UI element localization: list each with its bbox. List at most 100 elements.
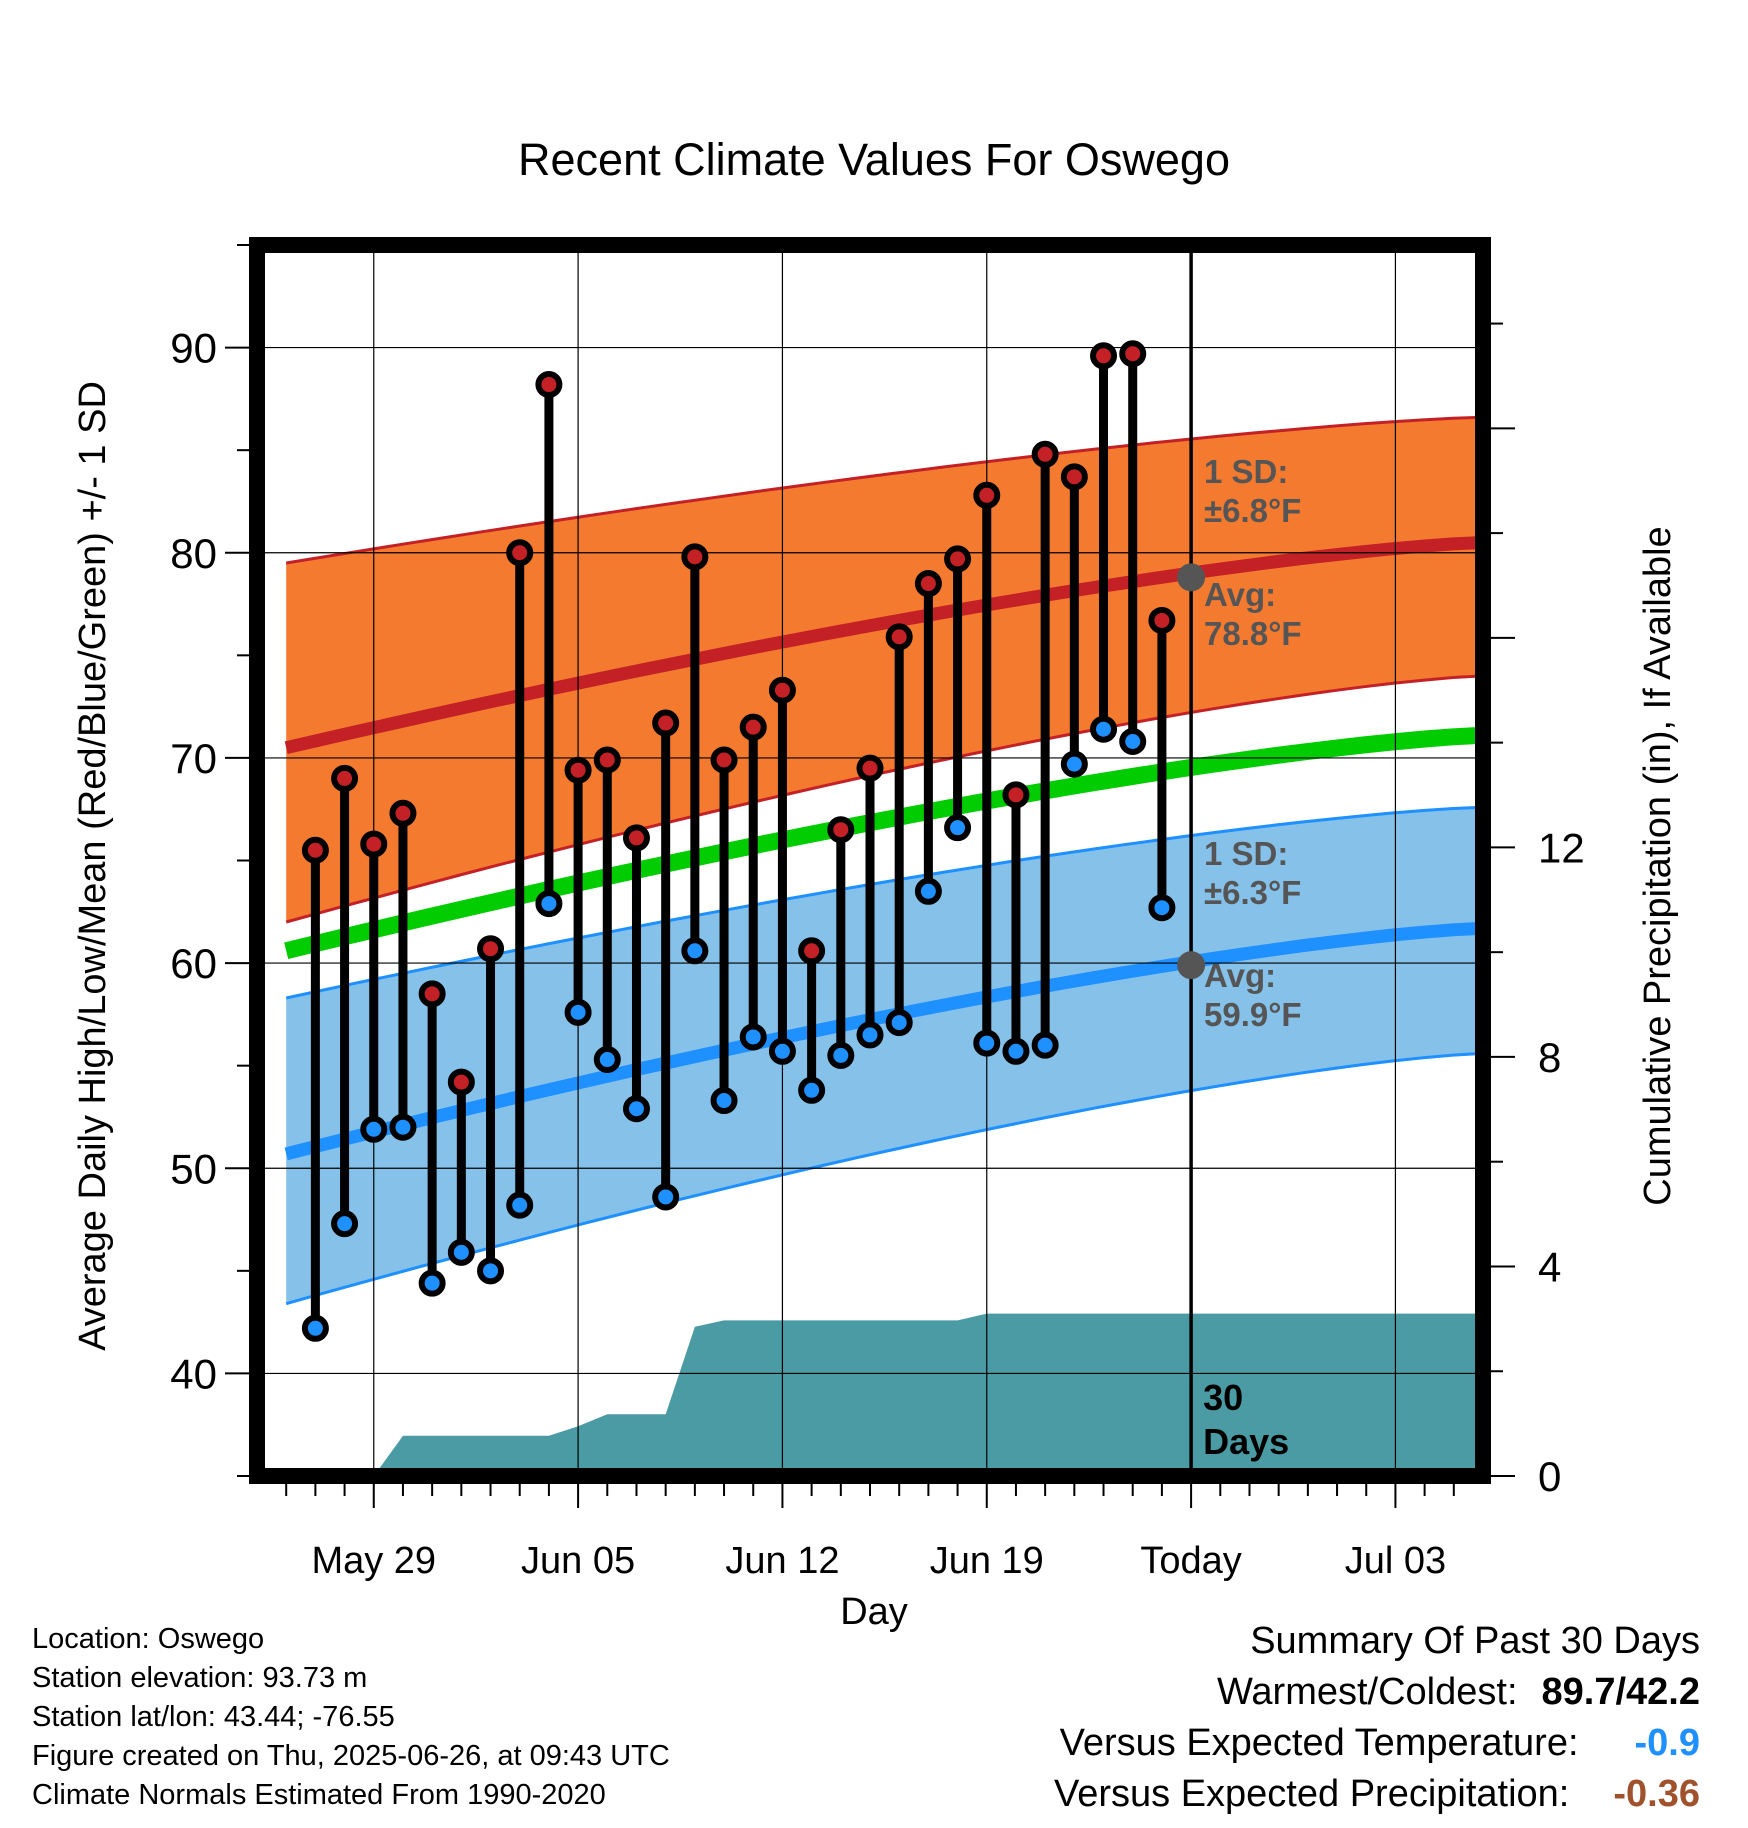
daily-low-point (622, 1095, 650, 1123)
precip-label: Versus Expected Precipitation: (1053, 1773, 1570, 1815)
high-sd-band (286, 417, 1483, 922)
daily-low-point (914, 877, 942, 905)
daily-high-point (739, 713, 767, 741)
y-tick-label: 40 (170, 1350, 217, 1397)
daily-high-point (652, 709, 680, 737)
daily-high-point (1060, 463, 1088, 491)
y2-tick-label: 0 (1538, 1453, 1561, 1500)
daily-low-point (856, 1021, 884, 1049)
daily-low-point (331, 1210, 359, 1238)
y-tick-label: 50 (170, 1145, 217, 1192)
daily-low-point (301, 1314, 329, 1342)
high-sd-annotation: 1 SD: ±6.8°F (1204, 453, 1301, 529)
daily-high-point (944, 545, 972, 573)
y2-axis-label: Cumulative Precipitation (in), If Availa… (1637, 526, 1679, 1205)
temp-label: Versus Expected Temperature: (1059, 1722, 1579, 1764)
daily-low-point (1031, 1031, 1059, 1059)
temp-row: Versus Expected Temperature: -0.9 (1054, 1718, 1700, 1769)
daily-low-point (389, 1113, 417, 1141)
today-avg-high-marker (1177, 563, 1206, 592)
daily-low-point (1119, 728, 1147, 756)
daily-high-point (389, 799, 417, 827)
precip-area (373, 1313, 1483, 1476)
today-window-label-line: 30 (1203, 1377, 1243, 1418)
daily-low-point (564, 998, 592, 1026)
avg-high-line (284, 536, 1483, 755)
low-avg-annotation-line: 59.9°F (1204, 996, 1302, 1033)
daily-low-point (360, 1115, 388, 1143)
daily-low-point (652, 1183, 680, 1211)
x-tick-label: May 29 (311, 1540, 436, 1582)
warm-cold-label: Warmest/Coldest: (1216, 1671, 1518, 1713)
low-avg-annotation: Avg: 59.9°F (1204, 957, 1302, 1033)
avg-low-line (284, 921, 1483, 1161)
warm-cold-value: 89.7/42.2 (1541, 1671, 1700, 1713)
daily-low-point (593, 1046, 621, 1074)
daily-low-point (798, 1076, 826, 1104)
low-avg-annotation-line: Avg: (1204, 957, 1276, 994)
elevation-text: Station elevation: 93.73 m (32, 1662, 368, 1694)
daily-high-point (535, 371, 563, 399)
daily-high-point (798, 937, 826, 965)
daily-high-point (1090, 342, 1118, 370)
low-sd-annotation: 1 SD: ±6.3°F (1204, 835, 1301, 911)
avg-mean-line (284, 726, 1483, 960)
temp-value: -0.9 (1634, 1722, 1700, 1764)
today-window-label: 30 Days (1203, 1377, 1289, 1462)
station-info: Location: Oswego Station elevation: 93.7… (32, 1620, 670, 1815)
y-axis-label: Average Daily High/Low/Mean (Red/Blue/Gr… (72, 381, 114, 1351)
daily-low-point (477, 1257, 505, 1285)
location-text: Location: Oswego (32, 1623, 265, 1655)
x-tick-label: Today (1140, 1540, 1241, 1582)
x-tick-label: Jul 03 (1345, 1540, 1446, 1582)
high-avg-annotation: Avg: 78.8°F (1204, 576, 1302, 652)
daily-low-point (885, 1009, 913, 1037)
daily-low-point (506, 1191, 534, 1219)
daily-high-point (914, 570, 942, 598)
high-sd-upper-line (285, 415, 1483, 565)
daily-low-point (447, 1238, 475, 1266)
low-sd-band (286, 807, 1483, 1304)
daily-low-point (681, 937, 709, 965)
chart-title: Recent Climate Values For Oswego (518, 134, 1230, 185)
high-sd-lower-line (285, 674, 1483, 924)
precip-row: Versus Expected Precipitation: -0.36 (1054, 1769, 1700, 1820)
daily-high-point (506, 539, 534, 567)
x-tick-label: Jun 12 (725, 1540, 839, 1582)
latlon-text: Station lat/lon: 43.44; -76.55 (32, 1701, 395, 1733)
y-tick-label: 70 (170, 735, 217, 782)
daily-low-point (944, 814, 972, 842)
daily-high-point (1148, 606, 1176, 634)
daily-high-point (681, 543, 709, 571)
normals-text: Climate Normals Estimated From 1990-2020 (32, 1779, 606, 1811)
daily-high-point (1031, 440, 1059, 468)
daily-high-point (360, 830, 388, 858)
daily-low-point (418, 1269, 446, 1297)
daily-high-point (856, 754, 884, 782)
daily-low-point (710, 1087, 738, 1115)
high-avg-annotation-line: 78.8°F (1204, 615, 1302, 652)
daily-high-point (885, 623, 913, 651)
low-sd-annotation-line: 1 SD: (1204, 835, 1288, 872)
y-tick-label: 60 (170, 940, 217, 987)
plot-area (257, 245, 1483, 1476)
daily-high-point (1119, 340, 1147, 368)
daily-low-point (1148, 894, 1176, 922)
daily-high-point (593, 746, 621, 774)
high-avg-annotation-line: Avg: (1204, 576, 1276, 613)
daily-high-point (973, 481, 1001, 509)
daily-high-point (331, 764, 359, 792)
daily-low-point (973, 1029, 1001, 1057)
y-tick-label: 90 (170, 325, 217, 372)
summary-heading: Summary Of Past 30 Days (1250, 1620, 1700, 1662)
x-axis-label: Day (840, 1591, 908, 1633)
daily-high-point (622, 824, 650, 852)
daily-high-point (1002, 781, 1030, 809)
y2-tick-label: 8 (1538, 1034, 1561, 1081)
daily-low-point (768, 1037, 796, 1065)
daily-low-point (1060, 750, 1088, 778)
x-tick-label: Jun 05 (521, 1540, 635, 1582)
daily-high-point (418, 980, 446, 1008)
today-avg-low-marker (1177, 951, 1206, 980)
